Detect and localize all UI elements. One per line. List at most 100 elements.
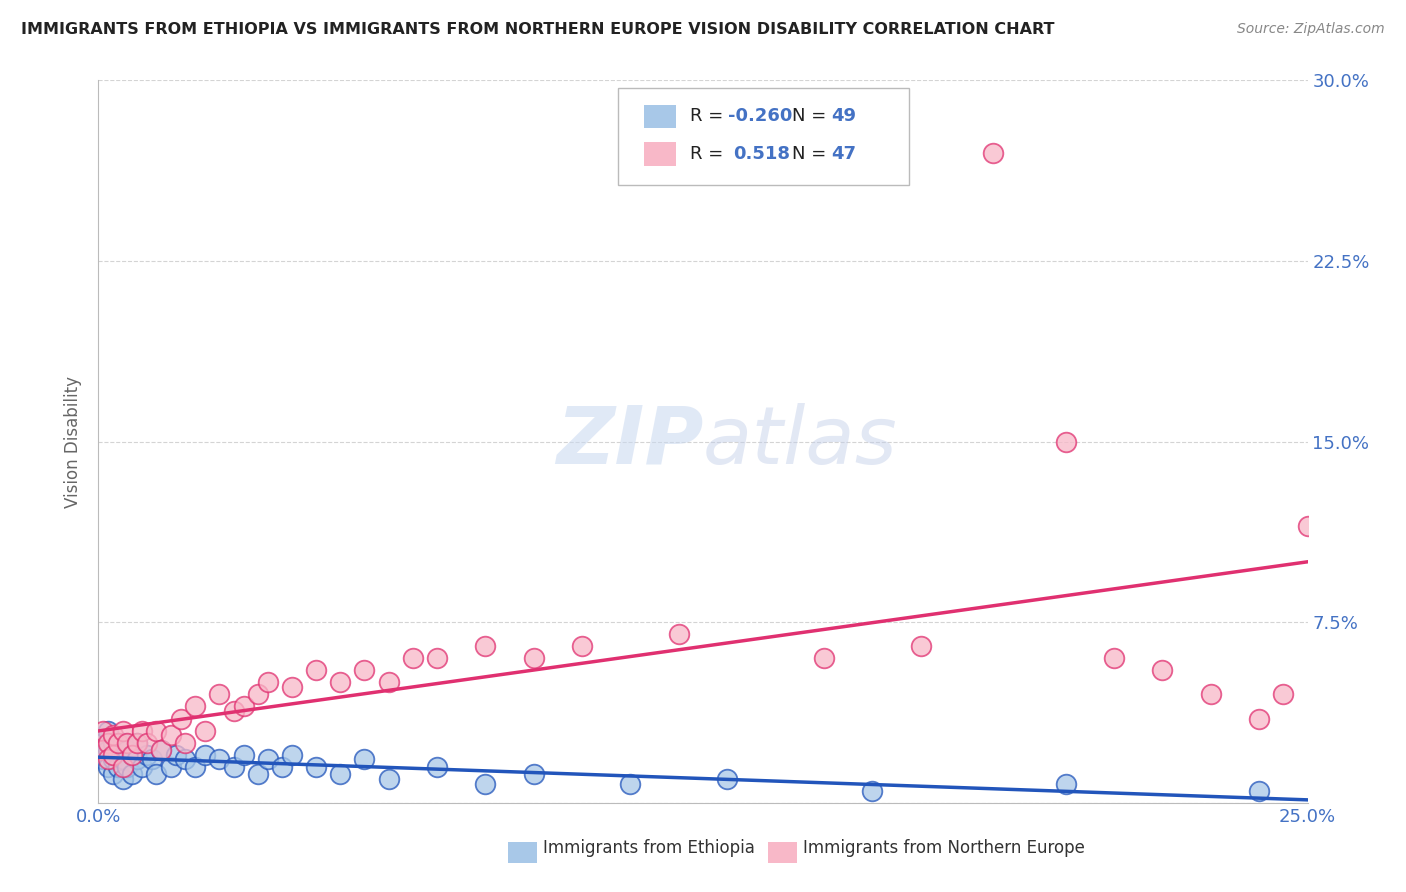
Point xyxy=(1249,712,1271,726)
Point xyxy=(131,760,153,774)
Point xyxy=(222,760,245,774)
Point xyxy=(160,760,183,774)
Point xyxy=(329,675,352,690)
Point xyxy=(145,723,167,738)
FancyBboxPatch shape xyxy=(644,143,676,166)
Point xyxy=(111,723,134,738)
Point xyxy=(208,687,231,701)
Point xyxy=(107,747,129,762)
Point xyxy=(97,735,120,749)
Point xyxy=(305,664,328,678)
Point xyxy=(910,639,932,653)
Point xyxy=(668,627,690,641)
Point xyxy=(135,735,157,749)
Point xyxy=(135,747,157,762)
Point xyxy=(121,767,143,781)
Y-axis label: Vision Disability: Vision Disability xyxy=(65,376,83,508)
Point xyxy=(107,760,129,774)
Point xyxy=(169,712,191,726)
Point xyxy=(402,651,425,665)
Point xyxy=(813,651,835,665)
FancyBboxPatch shape xyxy=(768,842,797,863)
Point xyxy=(1054,776,1077,790)
Point xyxy=(474,776,496,790)
Point xyxy=(353,752,375,766)
Point xyxy=(1249,784,1271,798)
Text: ZIP: ZIP xyxy=(555,402,703,481)
Point xyxy=(91,752,114,766)
Point xyxy=(305,760,328,774)
Point xyxy=(117,735,139,749)
Point xyxy=(101,747,124,762)
Point xyxy=(97,760,120,774)
Text: IMMIGRANTS FROM ETHIOPIA VS IMMIGRANTS FROM NORTHERN EUROPE VISION DISABILITY CO: IMMIGRANTS FROM ETHIOPIA VS IMMIGRANTS F… xyxy=(21,22,1054,37)
Point xyxy=(377,675,399,690)
Point xyxy=(208,752,231,766)
Point xyxy=(981,145,1004,160)
Text: N =: N = xyxy=(793,145,832,163)
Point xyxy=(426,651,449,665)
Text: Immigrants from Ethiopia: Immigrants from Ethiopia xyxy=(543,838,755,856)
Point xyxy=(1296,518,1319,533)
Point xyxy=(111,772,134,786)
Point xyxy=(222,704,245,718)
Point xyxy=(97,743,120,757)
Point xyxy=(111,760,134,774)
Point xyxy=(111,735,134,749)
Point xyxy=(256,752,278,766)
Point xyxy=(232,699,254,714)
Point xyxy=(523,767,546,781)
Point xyxy=(101,735,124,749)
Point xyxy=(165,747,187,762)
Point xyxy=(174,735,197,749)
Point xyxy=(101,767,124,781)
Point xyxy=(127,752,149,766)
Point xyxy=(97,752,120,766)
Point xyxy=(256,675,278,690)
Point xyxy=(150,743,173,757)
Point xyxy=(247,687,270,701)
Point xyxy=(194,723,217,738)
Point xyxy=(1199,687,1222,701)
Point xyxy=(232,747,254,762)
Point xyxy=(131,723,153,738)
Point xyxy=(91,723,114,738)
Point xyxy=(184,699,207,714)
Point xyxy=(121,747,143,762)
Text: atlas: atlas xyxy=(703,402,898,481)
Point xyxy=(1054,434,1077,449)
Point xyxy=(91,747,114,762)
Point xyxy=(1272,687,1295,701)
Point xyxy=(619,776,641,790)
Point xyxy=(107,735,129,749)
Point xyxy=(281,747,304,762)
Point xyxy=(117,760,139,774)
Point xyxy=(174,752,197,766)
Text: R =: R = xyxy=(690,107,728,126)
Point xyxy=(127,735,149,749)
Point xyxy=(1152,664,1174,678)
Point xyxy=(281,680,304,694)
Point xyxy=(184,760,207,774)
Point xyxy=(426,760,449,774)
FancyBboxPatch shape xyxy=(619,87,908,185)
Point xyxy=(101,728,124,742)
Text: 0.518: 0.518 xyxy=(734,145,790,163)
Point xyxy=(97,723,120,738)
Point xyxy=(145,767,167,781)
Point xyxy=(91,735,114,749)
Text: -0.260: -0.260 xyxy=(728,107,793,126)
Point xyxy=(127,735,149,749)
Point xyxy=(150,743,173,757)
FancyBboxPatch shape xyxy=(644,105,676,128)
Point xyxy=(141,752,163,766)
Text: Immigrants from Northern Europe: Immigrants from Northern Europe xyxy=(803,838,1085,856)
Text: N =: N = xyxy=(793,107,832,126)
Point xyxy=(101,752,124,766)
Point xyxy=(571,639,593,653)
Point xyxy=(860,784,883,798)
Point xyxy=(117,743,139,757)
Text: Source: ZipAtlas.com: Source: ZipAtlas.com xyxy=(1237,22,1385,37)
Point xyxy=(194,747,217,762)
Text: R =: R = xyxy=(690,145,734,163)
